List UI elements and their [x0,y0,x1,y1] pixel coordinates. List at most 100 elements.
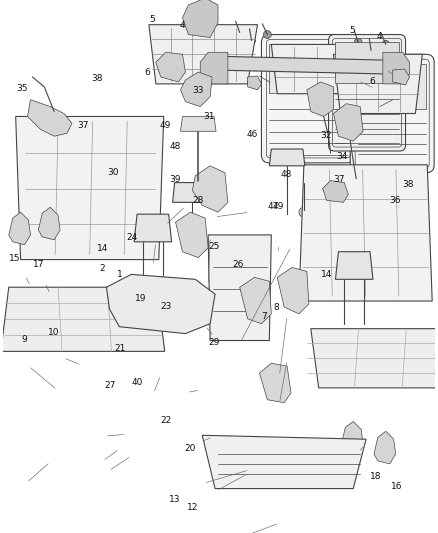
Text: 48: 48 [280,170,292,179]
Circle shape [297,58,311,72]
Text: 18: 18 [370,472,381,481]
Text: 46: 46 [247,130,258,139]
Polygon shape [358,64,426,109]
Polygon shape [176,212,208,257]
Circle shape [406,88,413,96]
Text: 30: 30 [107,168,119,177]
Text: 5: 5 [349,26,355,35]
Text: 14: 14 [97,244,108,253]
Circle shape [367,46,375,54]
Circle shape [146,301,152,307]
Text: 6: 6 [145,68,151,77]
Text: 38: 38 [92,75,103,83]
Polygon shape [437,80,438,119]
Polygon shape [341,422,363,454]
Text: 34: 34 [336,152,348,161]
Circle shape [273,78,281,86]
Circle shape [354,38,362,46]
Text: 49: 49 [273,201,284,211]
Polygon shape [28,100,72,136]
Polygon shape [16,117,164,260]
Text: 48: 48 [169,142,180,151]
Polygon shape [259,363,291,403]
Text: 32: 32 [321,131,332,140]
Polygon shape [323,181,348,203]
Text: 13: 13 [169,495,180,504]
Text: 8: 8 [273,303,279,312]
Polygon shape [180,72,212,107]
Polygon shape [180,117,216,131]
Text: 22: 22 [161,416,172,425]
Polygon shape [393,69,410,85]
Text: 9: 9 [21,335,27,344]
Text: 15: 15 [9,254,21,263]
Text: 35: 35 [17,84,28,93]
Polygon shape [183,0,218,37]
Text: 20: 20 [184,443,195,453]
Text: 33: 33 [192,86,204,95]
Text: 38: 38 [403,180,414,189]
Circle shape [301,62,307,68]
FancyBboxPatch shape [350,54,434,173]
Text: 7: 7 [261,312,267,321]
Polygon shape [39,207,60,240]
Polygon shape [208,235,271,341]
Text: 6: 6 [370,77,375,86]
Circle shape [299,207,309,217]
Polygon shape [336,252,373,279]
Text: 19: 19 [134,294,146,303]
Text: 14: 14 [321,270,332,279]
Circle shape [377,95,395,112]
Text: 17: 17 [32,260,44,269]
Text: 1: 1 [117,270,123,279]
Text: 37: 37 [77,120,88,130]
Text: 29: 29 [208,338,219,348]
Polygon shape [149,25,258,84]
Text: 10: 10 [48,328,60,337]
Text: 36: 36 [390,197,401,205]
Polygon shape [307,82,333,117]
Polygon shape [247,76,261,90]
Text: 2: 2 [99,264,105,273]
Text: 23: 23 [161,302,172,311]
Polygon shape [277,268,309,314]
Circle shape [402,84,417,100]
Polygon shape [311,329,438,388]
Text: 39: 39 [169,175,180,184]
FancyBboxPatch shape [261,35,355,163]
Polygon shape [269,44,347,93]
Text: 49: 49 [159,120,171,130]
Polygon shape [173,183,212,203]
Text: 25: 25 [208,241,219,251]
Text: 26: 26 [233,260,244,269]
Circle shape [382,41,390,49]
Text: 4: 4 [180,21,185,30]
Polygon shape [9,212,31,245]
Polygon shape [156,52,185,82]
Text: 4: 4 [376,33,382,42]
Circle shape [247,37,255,44]
Polygon shape [192,166,228,212]
Text: 28: 28 [193,197,204,205]
Text: 5: 5 [149,15,155,25]
Polygon shape [215,56,390,74]
Polygon shape [336,43,399,83]
Polygon shape [333,103,363,141]
Text: 37: 37 [333,175,345,184]
Polygon shape [383,52,410,84]
Polygon shape [106,274,215,334]
Text: 16: 16 [391,482,402,491]
Circle shape [176,304,181,310]
Polygon shape [240,277,271,324]
Polygon shape [299,165,432,301]
Polygon shape [1,287,165,351]
Text: 47: 47 [267,201,279,211]
Text: 21: 21 [115,344,126,353]
Polygon shape [202,435,366,489]
Polygon shape [374,431,396,464]
Text: 27: 27 [104,381,116,390]
Polygon shape [269,149,305,166]
Circle shape [269,74,285,90]
Circle shape [263,30,271,38]
Text: 40: 40 [131,378,142,387]
